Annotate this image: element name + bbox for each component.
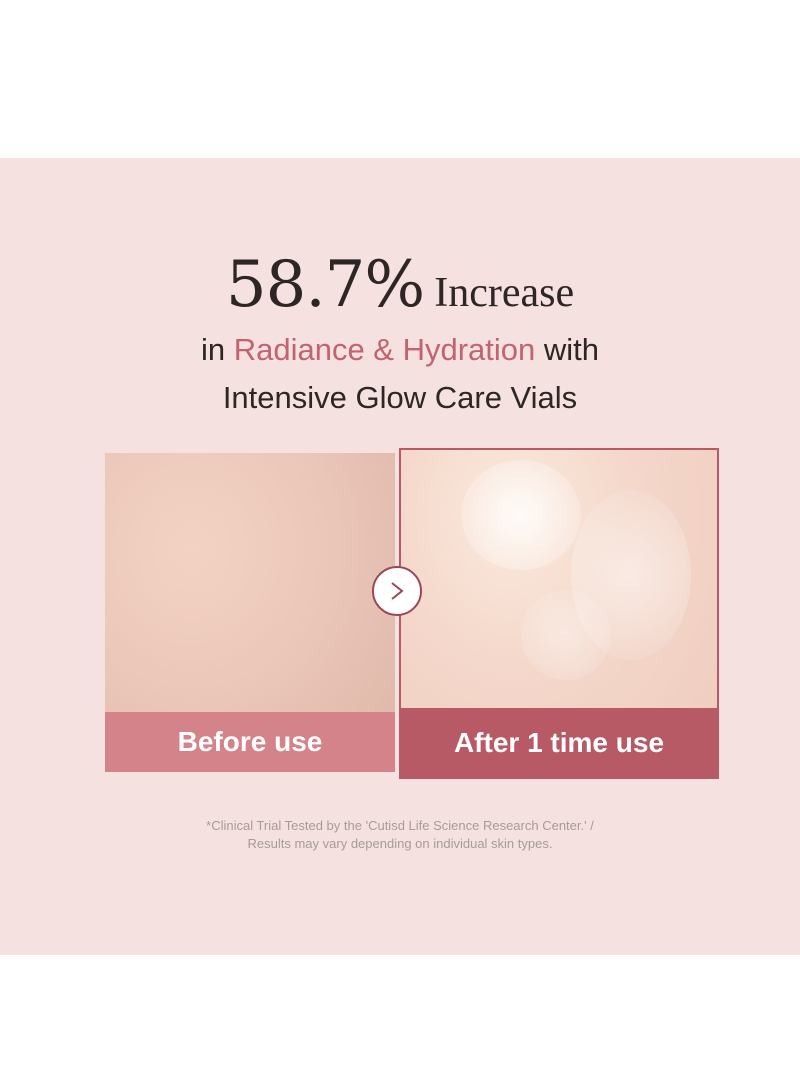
before-photo: Before use [105,453,395,772]
disclaimer-line1: *Clinical Trial Tested by the 'Cutisd Li… [206,818,594,833]
after-photo: After 1 time use [399,448,719,779]
before-label: Before use [105,712,395,772]
subheadline: in Radiance & Hydration with [0,332,800,368]
subheadline-prefix: in [200,332,226,367]
after-skin-image [401,450,717,777]
headline-stat: 58.7% [225,248,425,322]
chevron-right-icon [372,566,422,616]
promo-panel: 58.7% Increase in Radiance & Hydration wi… [0,158,800,955]
subheadline-line2: Intensive Glow Care Vials [222,380,578,415]
headline: 58.7% Increase [0,248,800,322]
after-label: After 1 time use [401,708,717,777]
subheadline-highlight: Radiance & Hydration [233,332,536,367]
subheadline-suffix: with [543,332,600,367]
disclaimer-line2: Results may vary depending on individual… [247,836,553,851]
headline-stat-suffix: Increase [434,270,575,316]
